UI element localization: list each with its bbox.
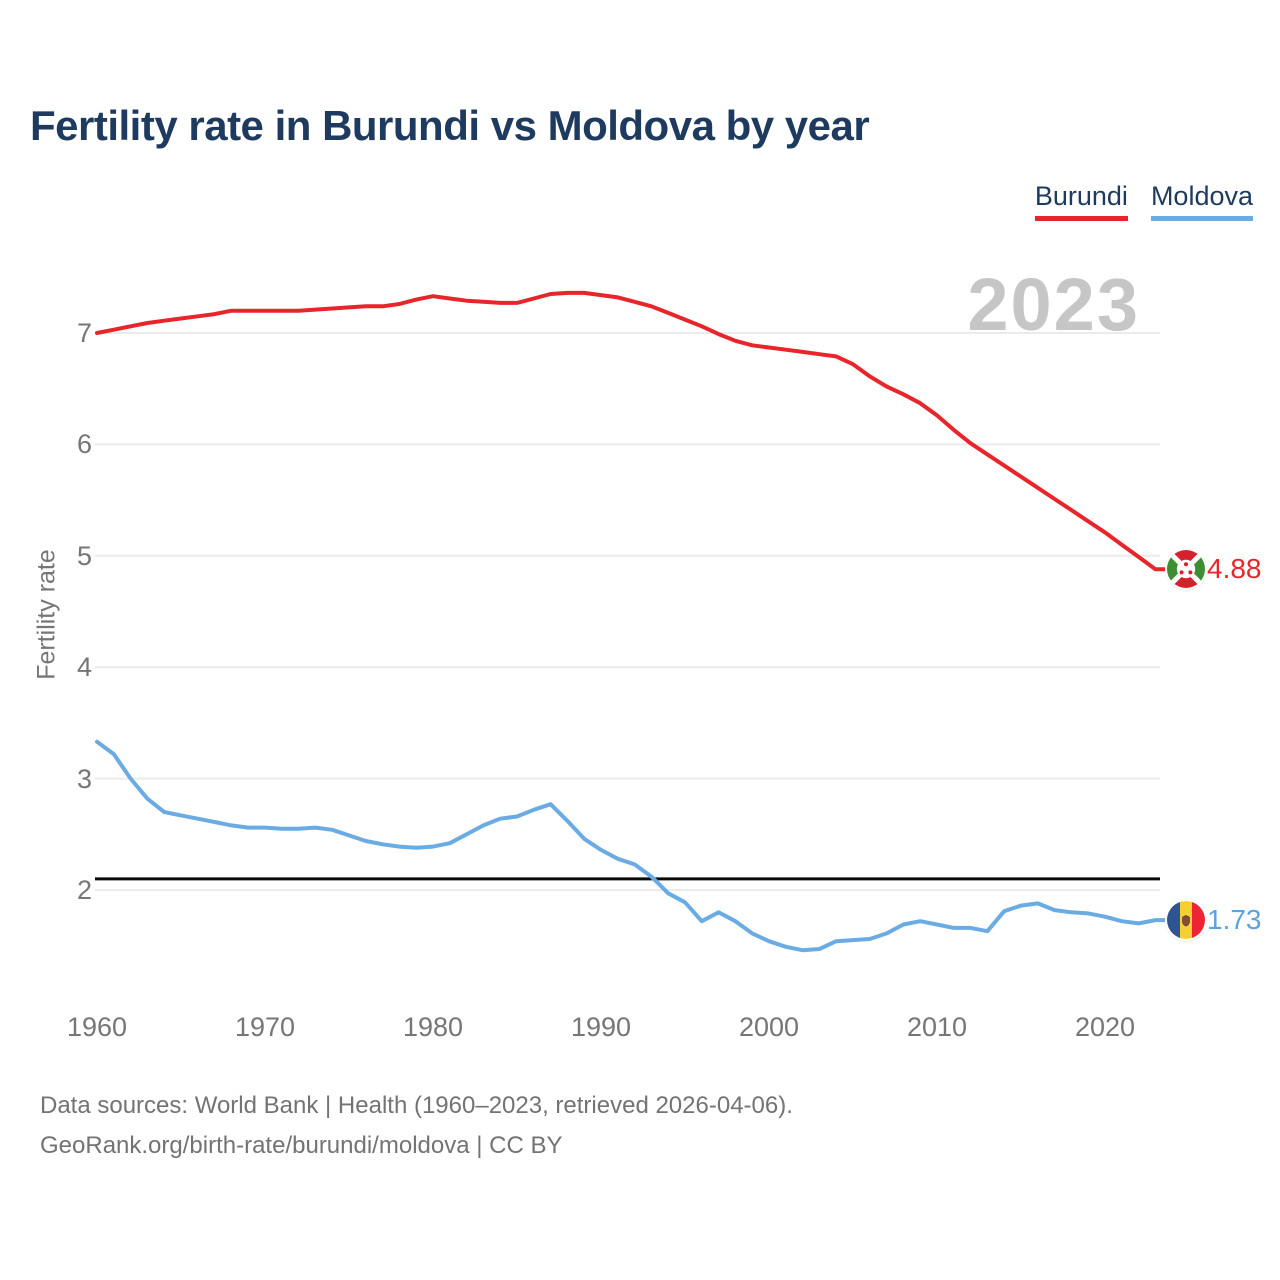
y-tick-label-4: 4 — [76, 652, 92, 682]
moldova-end-value: 1.73 — [1207, 904, 1262, 935]
x-tick-label-2010: 2010 — [906, 1012, 968, 1042]
moldova-flag-icon — [1167, 901, 1205, 939]
legend-item-burundi[interactable]: Burundi — [1034, 181, 1128, 221]
x-tick-label-1980: 1980 — [402, 1012, 464, 1042]
footer-sources-line: Data sources: World Bank | Health (1960–… — [40, 1092, 793, 1119]
legend-item-moldova[interactable]: Moldova — [1150, 181, 1253, 221]
x-tick-label-1960: 1960 — [66, 1012, 128, 1042]
x-tick-label-1970: 1970 — [234, 1012, 296, 1042]
page-title: Fertility rate in Burundi vs Moldova by … — [30, 102, 870, 149]
x-tick-label-2000: 2000 — [738, 1012, 800, 1042]
y-tick-label-5: 5 — [76, 541, 92, 571]
y-tick-label-2: 2 — [76, 875, 92, 905]
y-tick-label-7: 7 — [76, 318, 92, 348]
burundi-line — [95, 290, 1168, 572]
watermark-year: 2023 — [967, 263, 1140, 346]
y-tick-label-3: 3 — [76, 764, 92, 794]
footer-attribution-line: GeoRank.org/birth-rate/burundi/moldova |… — [40, 1132, 563, 1159]
y-tick-label-6: 6 — [76, 429, 92, 459]
moldova-line — [95, 739, 1168, 953]
burundi-end-value: 4.88 — [1207, 553, 1262, 584]
burundi-flag-icon — [1167, 550, 1205, 588]
x-tick-label-2020: 2020 — [1074, 1012, 1136, 1042]
legend: Burundi Moldova — [1034, 181, 1253, 221]
x-tick-label-1990: 1990 — [570, 1012, 632, 1042]
footer: Data sources: World Bank | Health (1960–… — [40, 1086, 793, 1166]
